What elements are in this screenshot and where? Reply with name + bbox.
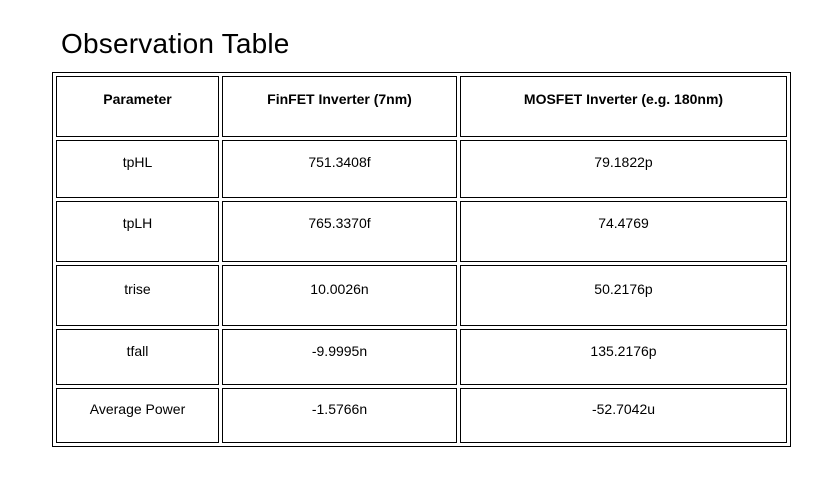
cell-mosfet: -52.7042u [460,387,787,443]
table-header-row: Parameter FinFET Inverter (7nm) MOSFET I… [56,76,787,137]
observation-table: Parameter FinFET Inverter (7nm) MOSFET I… [52,72,791,447]
cell-mosfet: 50.2176p [460,264,787,327]
cell-mosfet: 74.4769 [460,201,787,262]
table-row: tpHL 751.3408f 79.1822p [56,139,787,198]
observation-table-container: Parameter FinFET Inverter (7nm) MOSFET I… [52,72,791,447]
cell-parameter: tfall [56,329,219,385]
cell-finfet: 751.3408f [222,139,457,198]
cell-finfet: -9.9995n [222,329,457,385]
cell-finfet: 10.0026n [222,264,457,327]
cell-parameter: Average Power [56,387,219,443]
cell-parameter: trise [56,264,219,327]
cell-mosfet: 135.2176p [460,329,787,385]
table-row: trise 10.0026n 50.2176p [56,264,787,327]
cell-parameter: tpLH [56,201,219,262]
cell-parameter: tpHL [56,139,219,198]
table-row: Average Power -1.5766n -52.7042u [56,387,787,443]
header-finfet: FinFET Inverter (7nm) [222,76,457,137]
page-title: Observation Table [61,28,290,59]
header-mosfet: MOSFET Inverter (e.g. 180nm) [460,76,787,137]
cell-finfet: 765.3370f [222,201,457,262]
table-row: tpLH 765.3370f 74.4769 [56,201,787,262]
table-row: tfall -9.9995n 135.2176p [56,329,787,385]
header-parameter: Parameter [56,76,219,137]
cell-mosfet: 79.1822p [460,139,787,198]
cell-finfet: -1.5766n [222,387,457,443]
